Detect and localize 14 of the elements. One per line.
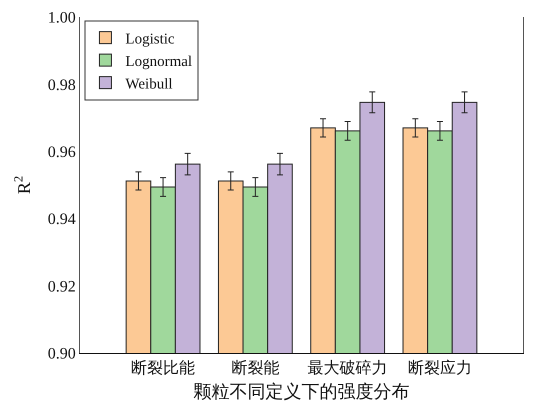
legend-label: Lognormal bbox=[125, 54, 192, 70]
x-axis-title: 颗粒不同定义下的强度分布 bbox=[194, 381, 410, 402]
x-tick-label: 断裂能 bbox=[231, 359, 280, 378]
y-tick-label: 0.94 bbox=[48, 211, 76, 228]
x-tick-label: 断裂比能 bbox=[131, 359, 196, 378]
y-tick-label: 1.00 bbox=[48, 10, 76, 27]
x-tick-label: 最大破碎力 bbox=[308, 359, 388, 378]
y-tick-label: 0.92 bbox=[48, 278, 76, 296]
y-tick-label: 0.98 bbox=[48, 76, 76, 94]
y-tick-label: 0.96 bbox=[48, 144, 76, 161]
y-tick-label: 0.90 bbox=[48, 346, 76, 363]
x-tick-label: 断裂应力 bbox=[408, 359, 472, 378]
legend-label: Weibull bbox=[125, 76, 173, 92]
legend-label: Logistic bbox=[125, 31, 175, 48]
